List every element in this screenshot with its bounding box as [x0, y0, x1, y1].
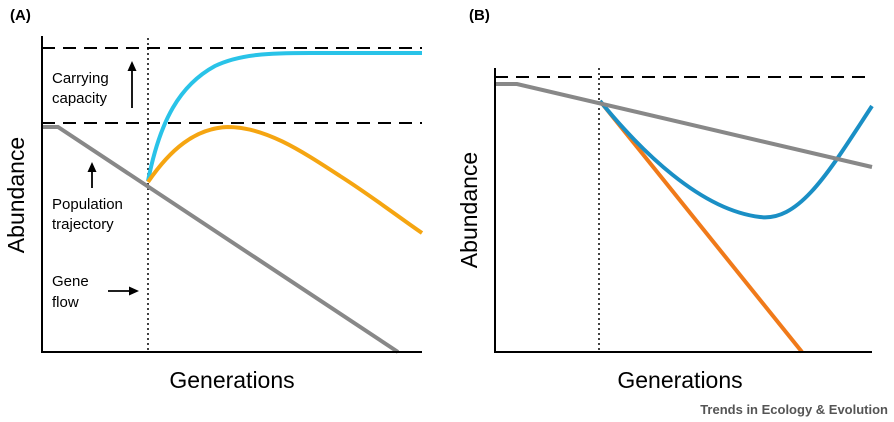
annotation-gene-flow-line-2: flow — [52, 294, 79, 311]
annotation-carrying-capacity-line-1: Carrying — [52, 70, 109, 87]
annotation-population-trajectory-line-1: Population — [52, 196, 123, 213]
panel-a-baseline-trajectory — [42, 125, 400, 354]
panel-a-label: (A) — [10, 7, 31, 24]
panel-b-label: (B) — [469, 7, 490, 24]
panel-a-rescue-transient-curve — [146, 124, 424, 235]
panel-b-baseline-trajectory — [495, 82, 873, 169]
gene-flow-arrow-icon — [108, 286, 139, 296]
panel-a: (A) Generations Abundance Carrying capac… — [3, 7, 424, 393]
panel-a-y-axis-label: Abundance — [3, 137, 29, 253]
panel-a-rescue-high-curve — [146, 51, 422, 182]
journal-credit: Trends in Ecology & Evolution — [700, 402, 888, 417]
panel-b: (B) Generations Abundance — [456, 7, 874, 393]
annotation-population-trajectory-line-2: trajectory — [52, 216, 114, 233]
panel-a-x-axis-label: Generations — [169, 367, 294, 393]
carrying-capacity-arrow-icon — [127, 61, 137, 108]
annotation-gene-flow-line-1: Gene — [52, 273, 89, 290]
panel-b-no-rescue-line — [598, 99, 804, 354]
panel-b-y-axis-label: Abundance — [456, 152, 482, 268]
annotation-carrying-capacity-line-2: capacity — [52, 90, 108, 107]
panel-b-rescue-delayed-curve — [598, 99, 874, 220]
population-trajectory-arrow-icon — [87, 162, 97, 188]
panel-b-x-axis-label: Generations — [617, 367, 742, 393]
